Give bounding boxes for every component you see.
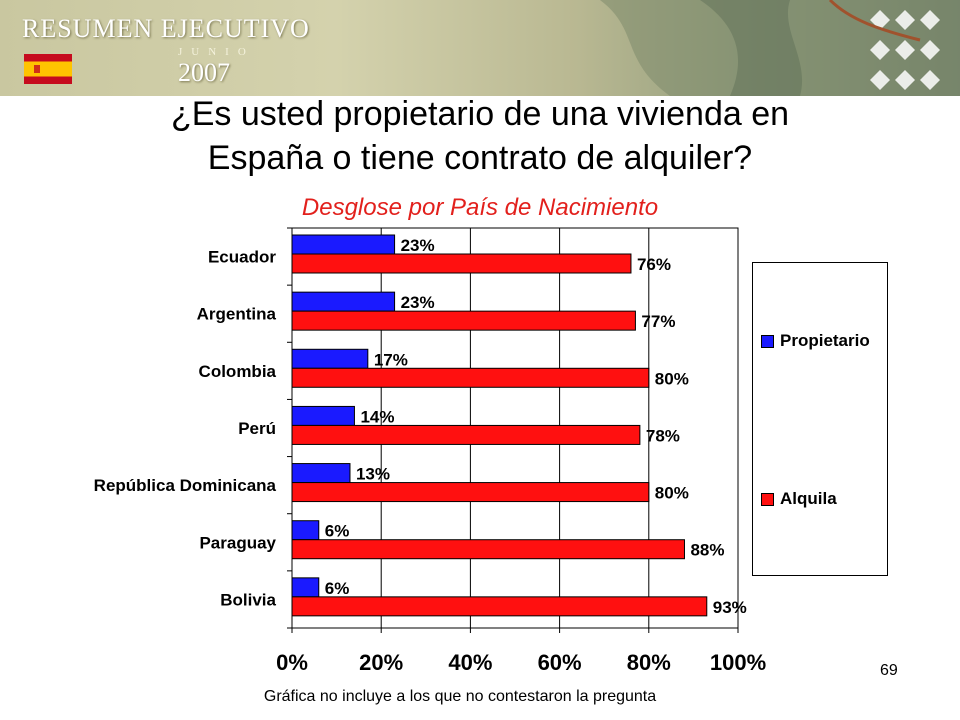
legend-label-propietario: Propietario bbox=[780, 331, 870, 350]
x-tick-label: 80% bbox=[627, 650, 671, 675]
data-label-alquila: 88% bbox=[690, 541, 724, 560]
category-label: Colombia bbox=[199, 362, 277, 381]
data-label-alquila: 77% bbox=[641, 312, 675, 331]
bar-propietario bbox=[291, 520, 320, 541]
bar-alquila bbox=[291, 539, 685, 560]
category-label: Argentina bbox=[197, 305, 277, 324]
spain-flag-icon bbox=[24, 54, 72, 84]
bar-propietario bbox=[291, 234, 396, 255]
category-label: Ecuador bbox=[208, 248, 276, 267]
slide-title-line-2: España o tiene contrato de alquiler? bbox=[207, 139, 753, 177]
category-label: Paraguay bbox=[199, 533, 276, 552]
data-label-alquila: 93% bbox=[713, 598, 747, 617]
data-label-propietario: 17% bbox=[374, 350, 408, 369]
data-label-propietario: 23% bbox=[401, 293, 435, 312]
bar-propietario bbox=[291, 577, 320, 598]
x-tick-label: 40% bbox=[448, 650, 492, 675]
bar-alquila bbox=[291, 424, 641, 445]
slide-title: ¿Es usted propietario de una vivienda en… bbox=[0, 92, 960, 180]
data-label-propietario: 14% bbox=[360, 407, 394, 426]
bar-propietario bbox=[291, 405, 355, 426]
x-tick-label: 100% bbox=[710, 650, 766, 675]
bar-propietario bbox=[291, 463, 351, 484]
header-banner: RESUMEN EJECUTIVO JUNIO 2007 bbox=[0, 0, 960, 96]
category-label: Bolivia bbox=[220, 590, 276, 609]
banner-year: 2007 bbox=[178, 58, 230, 87]
legend-swatch-propietario bbox=[761, 334, 774, 348]
legend-item-propietario: Propietario bbox=[761, 331, 870, 351]
data-label-alquila: 76% bbox=[637, 255, 671, 274]
banner-title: RESUMEN EJECUTIVO bbox=[22, 14, 310, 43]
data-label-alquila: 78% bbox=[646, 426, 680, 445]
data-label-propietario: 13% bbox=[356, 465, 390, 484]
bar-propietario bbox=[291, 291, 396, 312]
bar-alquila bbox=[291, 596, 708, 617]
legend-swatch-alquila bbox=[761, 492, 774, 506]
data-label-propietario: 23% bbox=[401, 236, 435, 255]
x-tick-label: 0% bbox=[276, 650, 308, 675]
banner-month: JUNIO bbox=[178, 46, 255, 58]
slide-subtitle: Desglose por País de Nacimiento bbox=[301, 194, 659, 221]
decorative-map-art bbox=[600, 0, 960, 96]
legend-item-alquila: Alquila bbox=[761, 489, 837, 509]
data-label-propietario: 6% bbox=[325, 522, 350, 541]
slide-title-line-1: ¿Es usted propietario de una vivienda en bbox=[170, 95, 790, 133]
chart-legend: Propietario Alquila bbox=[752, 262, 888, 576]
x-tick-label: 60% bbox=[538, 650, 582, 675]
legend-label-alquila: Alquila bbox=[780, 489, 837, 508]
bar-alquila bbox=[291, 482, 650, 503]
data-label-propietario: 6% bbox=[325, 579, 350, 598]
bar-alquila bbox=[291, 253, 632, 274]
category-label: Perú bbox=[238, 419, 276, 438]
footnote: Gráfica no incluye a los que no contesta… bbox=[263, 688, 657, 705]
data-label-alquila: 80% bbox=[655, 369, 689, 388]
page-number: 69 bbox=[880, 662, 898, 679]
x-tick-label: 20% bbox=[359, 650, 403, 675]
data-label-alquila: 80% bbox=[655, 484, 689, 503]
bar-alquila bbox=[291, 367, 650, 388]
category-label: República Dominicana bbox=[94, 476, 277, 495]
bar-propietario bbox=[291, 348, 369, 369]
bar-alquila bbox=[291, 310, 636, 331]
